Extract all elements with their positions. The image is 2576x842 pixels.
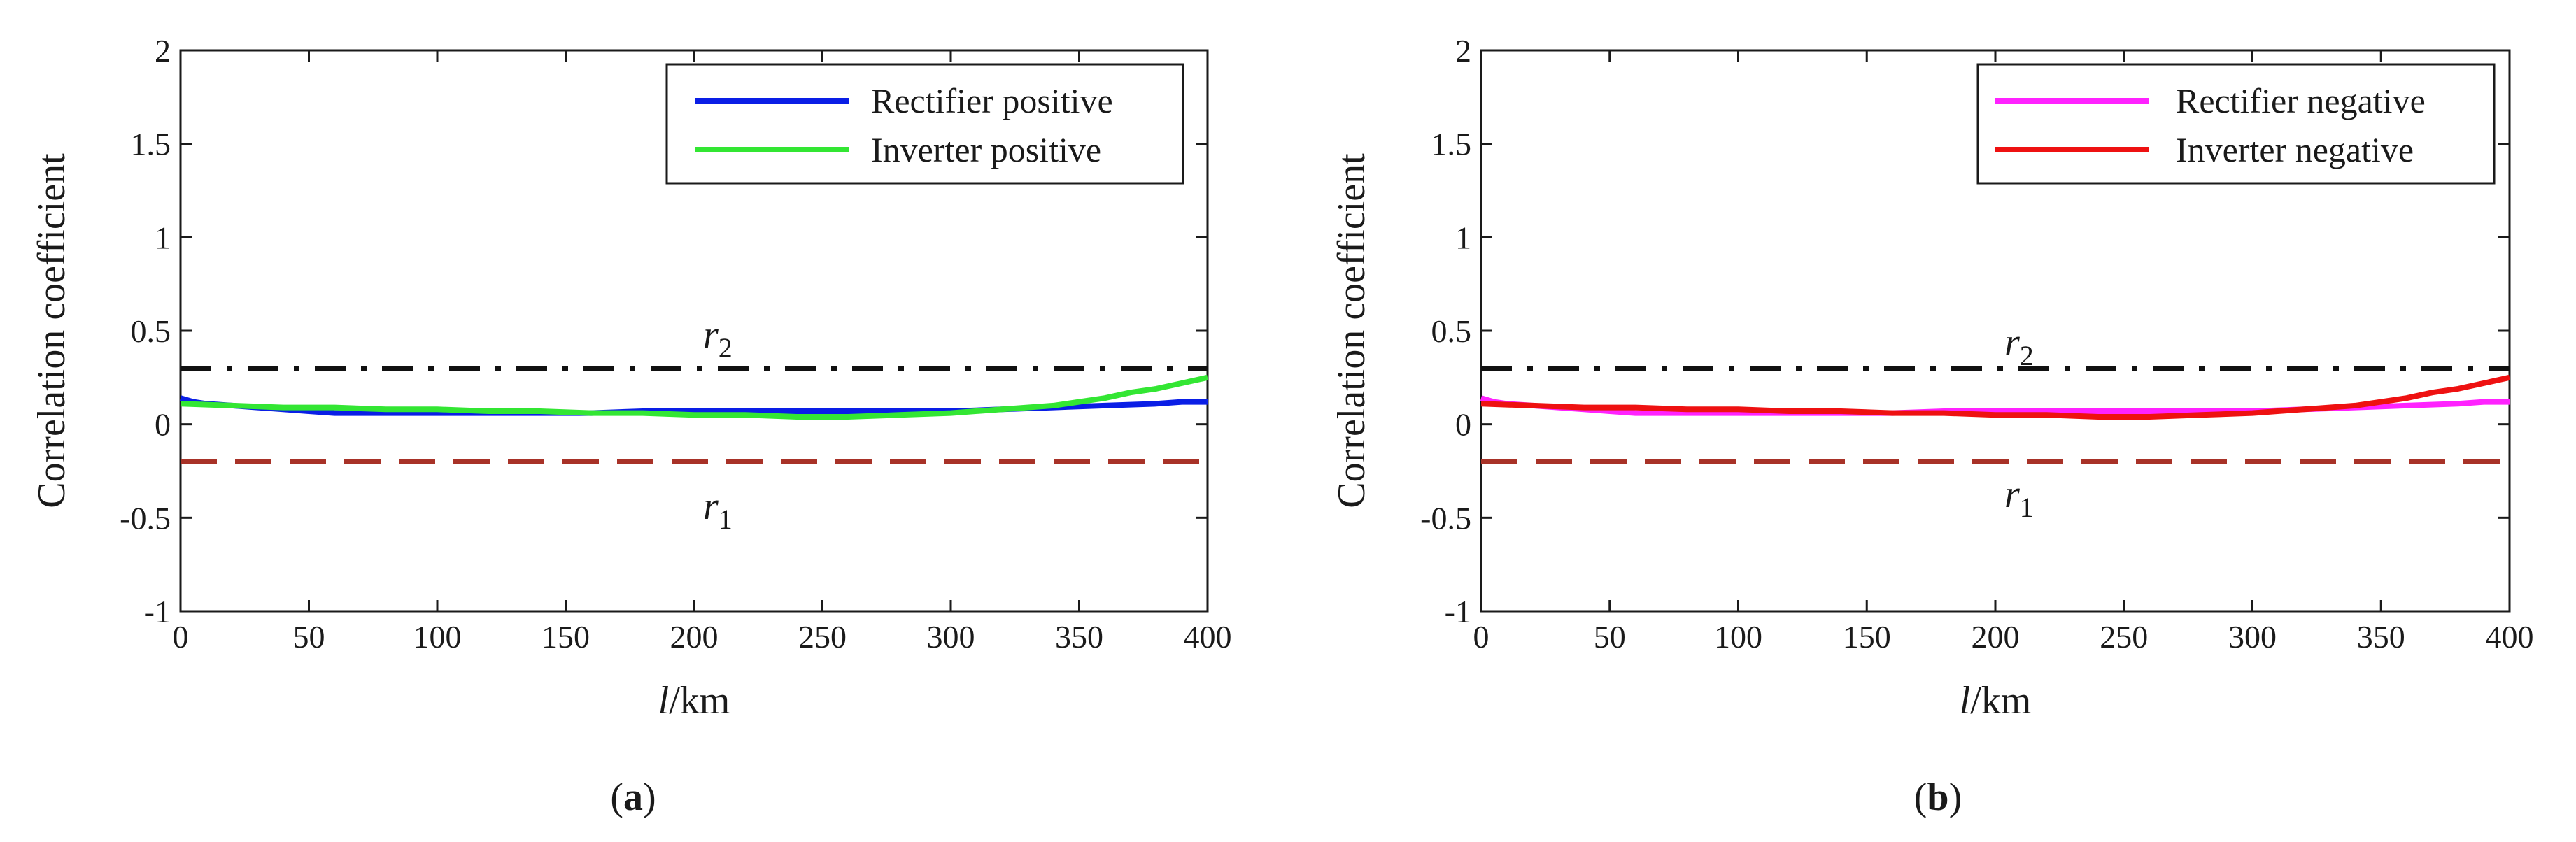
x-tick-label: 50	[1594, 619, 1626, 655]
y-tick-label: 2	[1455, 33, 1471, 69]
r1-label: r1	[703, 485, 733, 535]
x-tick-label: 200	[1972, 619, 2020, 655]
legend-label-rectifier-negative: Rectifier negative	[2176, 81, 2426, 120]
y-tick-label: 1	[155, 220, 171, 255]
x-tick-label: 400	[1184, 619, 1232, 655]
x-tick-label: 0	[173, 619, 189, 655]
y-tick-label: 1.5	[131, 127, 171, 162]
panel-caption-b: (b)	[1914, 776, 1962, 819]
y-tick-label: -0.5	[1420, 500, 1471, 536]
y-tick-label: -0.5	[120, 500, 171, 536]
legend: Rectifier negative Inverter negative	[1976, 63, 2496, 185]
y-tick-label: -1	[144, 594, 171, 629]
y-tick-label: 0	[155, 407, 171, 443]
y-axis-label: Correlation coefficient	[30, 153, 73, 508]
y-tick-label: 0.5	[1431, 313, 1472, 349]
series-line-inverter-positive	[180, 374, 1208, 420]
chart-panel-a: 0 50 100 150 200 250 300 350 400-1-0.500.511.52 …	[30, 33, 1232, 819]
r2-label: r2	[2004, 321, 2034, 371]
legend-label-rectifier-positive: Rectifier positive	[871, 81, 1113, 120]
x-tick-label: 300	[927, 619, 975, 655]
legend-label-inverter-positive: Inverter positive	[871, 130, 1101, 169]
x-tick-label: 50	[293, 619, 325, 655]
series-lines	[1480, 374, 2510, 420]
x-axis-label: l/km	[1960, 679, 2032, 722]
chart-panel-b: 0 50 100 150 200 250 300 350 400-1-0.500.511.52 …	[1330, 33, 2534, 819]
x-tick-label: 350	[1055, 619, 1103, 655]
y-tick-label: -1	[1445, 594, 1471, 629]
y-tick-label: 1.5	[1431, 127, 1472, 162]
r1-label: r1	[2004, 473, 2034, 523]
x-tick-label: 250	[2100, 619, 2148, 655]
legend-box	[1976, 63, 2496, 185]
x-tick-label: 350	[2357, 619, 2405, 655]
x-tick-label: 250	[798, 619, 847, 655]
x-tick-label: 100	[413, 619, 462, 655]
y-tick-label: 0.5	[131, 313, 171, 349]
tick-labels: 0 50 100 150 200 250 300 350 400 -1 -0.5 0 0.5 1 1.5 2	[120, 33, 1231, 655]
x-axis-label: l/km	[658, 679, 730, 722]
x-tick-label: 150	[1843, 619, 1891, 655]
x-tick-label: 100	[1714, 619, 1762, 655]
reference-lines	[1481, 365, 2510, 464]
series-line-inverter-negative	[1480, 374, 2510, 420]
y-tick-label: 0	[1455, 407, 1471, 443]
r2-label: r2	[703, 313, 733, 364]
y-tick-label: 2	[155, 33, 171, 69]
panel-caption-a: (a)	[610, 776, 656, 819]
y-tick-label: 1	[1455, 220, 1471, 255]
x-tick-label: 400	[2486, 619, 2534, 655]
reference-lines	[181, 365, 1208, 464]
legend-label-inverter-negative: Inverter negative	[2176, 130, 2414, 169]
tick-labels: 0 50 100 150 200 250 300 350 400 -1 -0.5 0 0.5 1 1.5 2	[1420, 33, 2533, 655]
x-tick-label: 300	[2228, 619, 2277, 655]
x-tick-label: 0	[1473, 619, 1489, 655]
x-tick-label: 200	[670, 619, 719, 655]
tick-marks	[179, 49, 1209, 613]
series-lines	[179, 374, 1208, 420]
legend-box	[665, 63, 1184, 185]
y-axis-label: Correlation coefficient	[1330, 153, 1373, 508]
legend: Rectifier positive Inverter positive	[665, 63, 1184, 185]
x-tick-label: 150	[542, 619, 590, 655]
tick-marks	[1480, 49, 2511, 613]
